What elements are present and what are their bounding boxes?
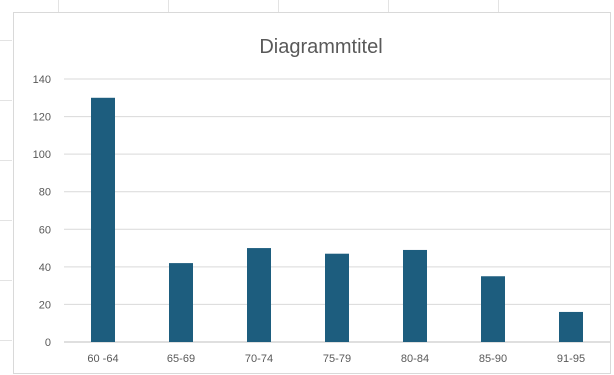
sheet-gridline bbox=[168, 0, 169, 14]
bar-65-69[interactable] bbox=[169, 263, 193, 342]
chart-area[interactable]: Diagrammtitel 0 20 40 60 80 100 120 140 60 -64 6… bbox=[13, 12, 611, 374]
sheet-gridline bbox=[498, 0, 499, 14]
y-tick-label: 60 bbox=[39, 224, 51, 236]
bar-70-74[interactable] bbox=[247, 248, 271, 342]
bar-chart: Diagrammtitel 0 20 40 60 80 100 120 140 60 -64 6… bbox=[33, 36, 610, 365]
x-tick-label: 70-74 bbox=[245, 353, 273, 365]
chart-title[interactable]: Diagrammtitel bbox=[259, 36, 382, 58]
x-tick-label: 85-90 bbox=[479, 353, 507, 365]
x-tick-label: 65-69 bbox=[167, 353, 195, 365]
sheet-gridline bbox=[278, 0, 279, 14]
sheet-gridline bbox=[58, 0, 59, 14]
y-tick-label: 120 bbox=[33, 112, 51, 124]
bar-85-90[interactable] bbox=[481, 276, 505, 342]
x-tick-label: 60 -64 bbox=[87, 353, 118, 365]
y-tick-label: 100 bbox=[33, 149, 51, 161]
sheet-gridline bbox=[0, 340, 12, 341]
y-tick-label: 140 bbox=[33, 74, 51, 86]
bar-80-84[interactable] bbox=[403, 249, 427, 342]
bar-60-64[interactable] bbox=[91, 97, 115, 343]
sheet-gridline bbox=[0, 100, 12, 101]
sheet-gridline bbox=[0, 160, 12, 161]
sheet-gridline bbox=[0, 40, 12, 41]
x-tick-label: 91-95 bbox=[557, 353, 585, 365]
x-tick-label: 80-84 bbox=[401, 353, 429, 365]
sheet-gridline bbox=[0, 280, 12, 281]
y-tick-label: 40 bbox=[39, 262, 51, 274]
y-tick-label: 0 bbox=[45, 337, 51, 349]
bar-75-79[interactable] bbox=[325, 253, 349, 342]
sheet-gridline bbox=[388, 0, 389, 14]
y-tick-label: 80 bbox=[39, 187, 51, 199]
y-tick-label: 20 bbox=[39, 299, 51, 311]
bar-91-95[interactable] bbox=[559, 311, 583, 342]
x-tick-label: 75-79 bbox=[323, 353, 351, 365]
sheet-gridline bbox=[0, 220, 12, 221]
